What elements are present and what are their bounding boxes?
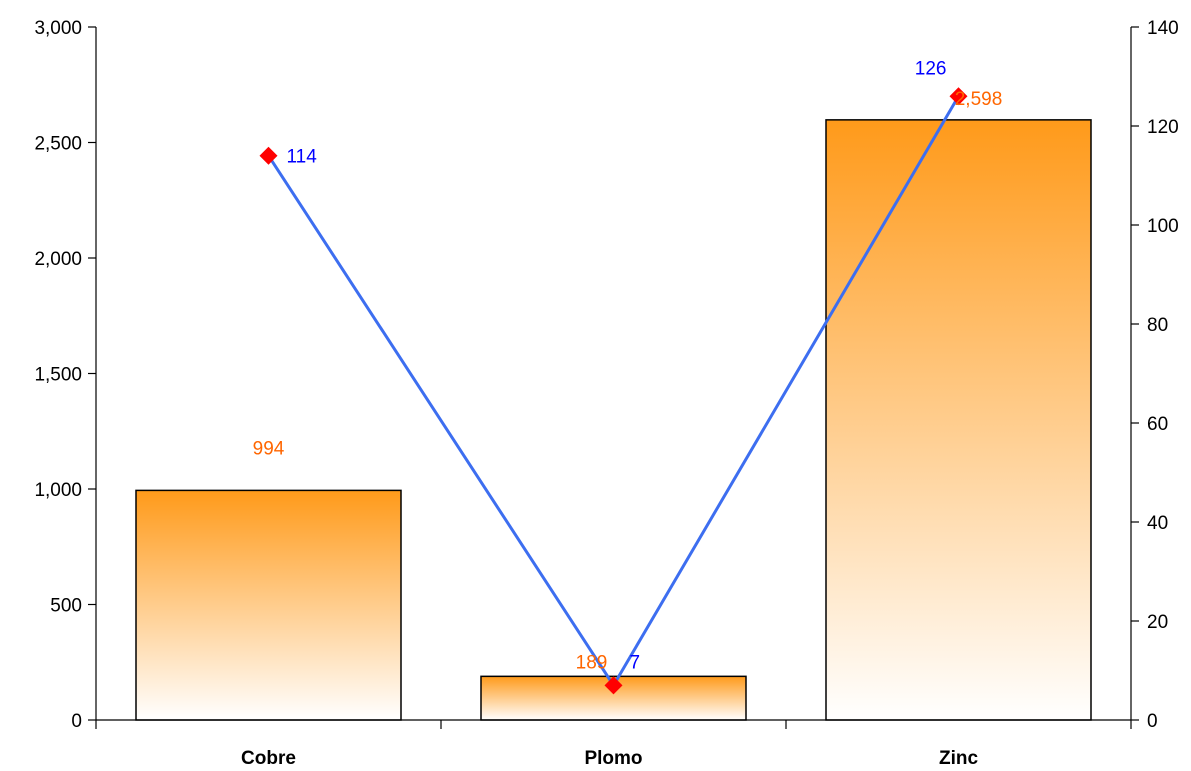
right-tick-label: 120 — [1147, 117, 1179, 138]
right-tick-label: 40 — [1147, 513, 1168, 534]
category-label-plomo: Plomo — [584, 748, 642, 769]
left-tick-label: 3,000 — [34, 18, 82, 39]
bars-layer — [135, 119, 1092, 721]
right-tick-label: 20 — [1147, 612, 1168, 633]
labels-layer: 994 189 2,598 114 7 126 — [253, 58, 1003, 673]
left-tick-label: 1,000 — [34, 480, 82, 501]
line-marker-plomo — [604, 676, 623, 695]
bar-value-label: 189 — [576, 652, 608, 673]
bar-zinc — [825, 119, 1092, 721]
bar-cobre — [135, 489, 402, 721]
line-value-label: 7 — [630, 652, 641, 673]
left-tick-label: 2,000 — [34, 249, 82, 270]
left-tick-label: 500 — [50, 596, 82, 617]
line-layer — [259, 87, 968, 695]
bar-value-label: 994 — [253, 438, 285, 459]
line-value-label: 126 — [915, 58, 947, 79]
right-tick-label: 100 — [1147, 216, 1179, 237]
right-tick-label: 140 — [1147, 18, 1179, 39]
left-tick-label: 0 — [71, 711, 82, 732]
line-marker-cobre — [259, 146, 278, 165]
right-tick-label: 80 — [1147, 315, 1168, 336]
category-label-cobre: Cobre — [241, 748, 296, 769]
axes-layer: 0 500 1,000 1,500 2,000 2,500 3,000 0 20 40 60 80 10… — [34, 18, 1178, 769]
left-tick-label: 1,500 — [34, 365, 82, 386]
category-label-zinc: Zinc — [939, 748, 978, 769]
left-tick-label: 2,500 — [34, 134, 82, 155]
right-tick-label: 0 — [1147, 711, 1158, 732]
bar-value-label: 2,598 — [955, 89, 1003, 110]
line-marker-zinc — [949, 87, 968, 106]
right-tick-label: 60 — [1147, 414, 1168, 435]
line-value-label: 114 — [287, 147, 318, 168]
